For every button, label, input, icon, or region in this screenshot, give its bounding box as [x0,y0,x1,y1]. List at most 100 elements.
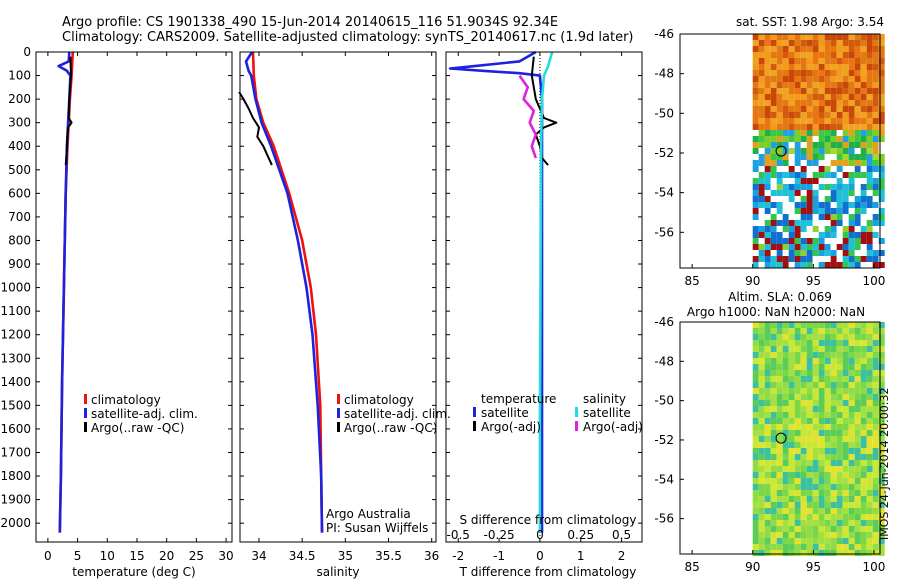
map-cell [752,370,759,376]
map-cell [872,526,879,532]
map-cell [770,238,777,244]
map-cell [818,538,825,544]
map-cell [860,142,867,148]
map-cell [824,400,831,406]
map-cell [854,154,861,160]
map-cell [878,214,885,220]
map-cell [812,370,819,376]
map-cell [800,34,807,40]
map-cell [788,418,795,424]
map-cell [872,52,879,58]
map-cell [812,172,819,178]
difference-axes-box [445,51,643,543]
map-cell [854,178,861,184]
map-cell [848,178,855,184]
legend-label-argo: Argo(..raw -QC) [344,421,437,435]
map-cell [842,52,849,58]
map-cell [878,352,885,358]
map-cell [848,142,855,148]
sla-map-title: Altim. SLA: 0.069 [728,290,832,304]
map-cell [782,94,789,100]
map-cell [830,466,837,472]
map-cell [770,82,777,88]
map-cell [794,154,801,160]
map-cell [854,82,861,88]
map-cell [818,544,825,550]
map-cell [752,172,759,178]
map-cell [854,424,861,430]
map-cell [788,226,795,232]
map-cell [824,532,831,538]
map-cell [782,130,789,136]
map-cell [818,142,825,148]
map-cell [842,454,849,460]
map-cell [878,100,885,106]
map-cell [854,532,861,538]
map-cell [818,184,825,190]
map-cell [812,466,819,472]
map-cell [878,238,885,244]
map-cell [866,496,873,502]
map-cell [812,520,819,526]
map-cell [782,448,789,454]
map-cell [776,166,783,172]
map-cell [764,40,771,46]
map-cell [782,238,789,244]
salinity-axes-box [239,51,437,543]
map-cell [764,388,771,394]
map-cell [794,256,801,262]
x-tick-label: 0 [536,549,544,563]
y-tick-label: -48 [654,354,674,368]
map-cell [812,112,819,118]
map-cell [878,544,885,550]
map-cell [818,256,825,262]
map-cell [794,514,801,520]
map-cell [812,142,819,148]
map-cell [806,40,813,46]
map-cell [836,112,843,118]
map-cell [800,502,807,508]
map-cell [866,184,873,190]
map-cell [842,262,849,268]
map-cell [770,508,777,514]
map-cell [842,376,849,382]
map-cell [806,502,813,508]
map-cell [818,472,825,478]
map-cell [800,424,807,430]
map-cell [788,520,795,526]
map-cell [764,520,771,526]
map-cell [800,520,807,526]
map-cell [788,370,795,376]
map-cell [860,154,867,160]
map-cell [794,472,801,478]
map-cell [800,46,807,52]
map-cell [866,214,873,220]
map-cell [776,70,783,76]
map-cell [782,190,789,196]
map-cell [752,118,759,124]
map-cell [824,364,831,370]
map-cell [770,328,777,334]
map-cell [830,136,837,142]
map-cell [854,100,861,106]
map-cell [776,196,783,202]
map-cell [818,370,825,376]
map-cell [830,520,837,526]
map-cell [818,46,825,52]
map-cell [848,154,855,160]
map-cell [818,208,825,214]
x-tick-label: 36 [424,549,439,563]
map-cell [794,328,801,334]
map-cell [752,388,759,394]
map-cell [794,376,801,382]
map-cell [806,340,813,346]
map-cell [758,550,765,556]
map-cell [776,262,783,268]
map-cell [818,172,825,178]
map-cell [818,82,825,88]
map-cell [770,478,777,484]
map-cell [770,418,777,424]
map-cell [842,58,849,64]
map-cell [794,142,801,148]
map-cell [860,118,867,124]
